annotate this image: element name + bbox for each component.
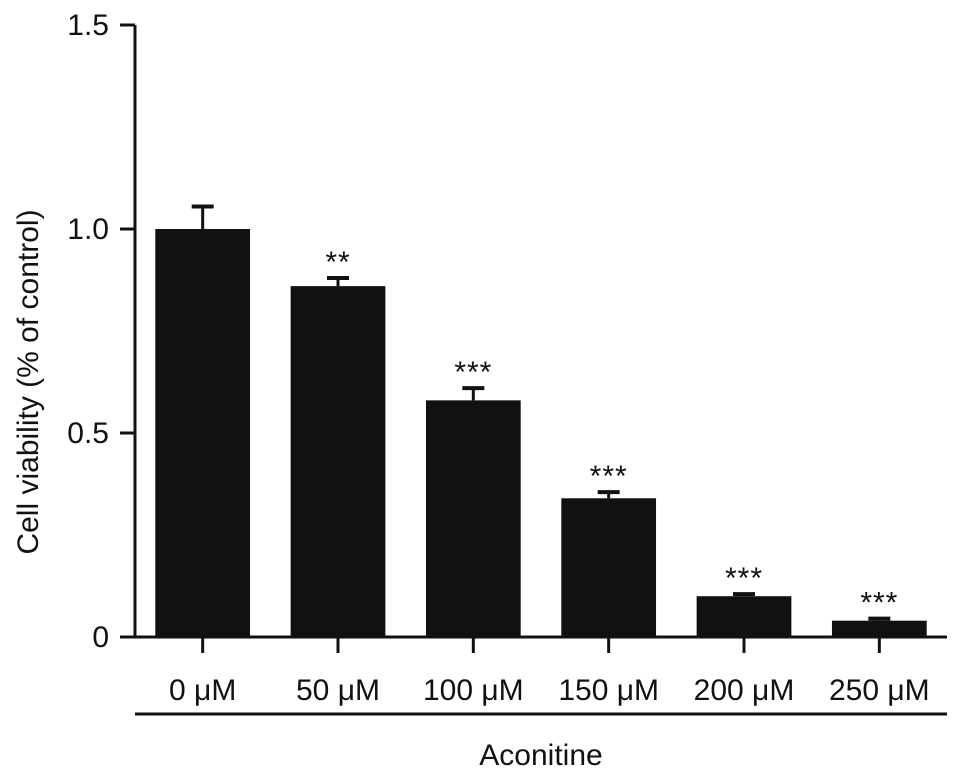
bar — [561, 498, 657, 637]
y-axis-title: Cell viability (% of control) — [12, 209, 45, 554]
y-tick-label: 1.5 — [67, 9, 109, 42]
significance-label: *** — [590, 460, 628, 493]
bar — [831, 620, 927, 637]
y-tick-label: 0.5 — [67, 417, 109, 450]
x-tick-label: 50 μM — [296, 674, 380, 707]
bar — [155, 229, 251, 637]
significance-label: *** — [860, 587, 898, 620]
x-axis: 0 μM 50 μM 100 μM 150 μM 200 μM 250 μM — [135, 635, 947, 707]
bars: ************** — [155, 204, 927, 637]
x-tick-label: 250 μM — [829, 674, 930, 707]
y-axis: 0 0.5 1.0 1.5 — [67, 9, 137, 654]
x-tick-label: 150 μM — [558, 674, 659, 707]
bar — [696, 596, 792, 637]
significance-label: *** — [725, 562, 763, 595]
y-tick-label: 1.0 — [67, 213, 109, 246]
x-tick-label: 100 μM — [423, 674, 524, 707]
significance-label: ** — [325, 246, 350, 279]
y-tick-label: 0 — [92, 621, 109, 654]
x-tick-label: 200 μM — [694, 674, 795, 707]
x-tick-label: 0 μM — [169, 674, 236, 707]
bar — [290, 286, 386, 637]
x-axis-title: Aconitine — [479, 739, 602, 772]
significance-label: *** — [454, 356, 492, 389]
bar — [425, 400, 521, 637]
